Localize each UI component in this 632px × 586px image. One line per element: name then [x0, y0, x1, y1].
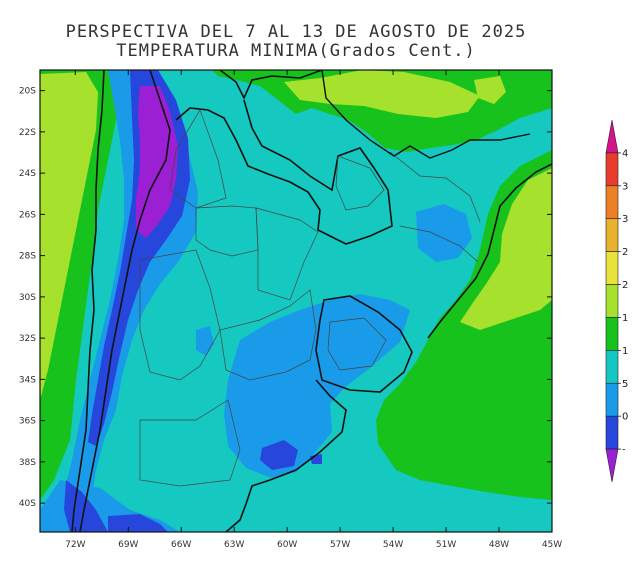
lon-tick-label: 60W [277, 540, 297, 550]
lat-tick-label: 28S [19, 252, 36, 262]
legend-swatch [605, 185, 619, 220]
political-boundaries [71, 70, 552, 532]
legend-label: 1 [622, 313, 628, 324]
lon-tick-label: 66W [171, 540, 191, 550]
legend-label: 2 [622, 247, 628, 258]
legend-swatch [605, 152, 619, 187]
legend-swatch [605, 382, 619, 417]
map-title-line1: PERSPECTIVA DEL 7 AL 13 DE AGOSTO DE 202… [65, 22, 527, 42]
lat-tick-label: 38S [19, 458, 36, 468]
legend-label: 3 [622, 214, 628, 225]
legend-label: 2 [622, 280, 628, 291]
lat-tick-label: 32S [19, 334, 36, 344]
legend-label: - [622, 445, 626, 456]
latitude-axis: 20S 22S 24S 26S 28S 30S 32S 34S 36S 38S 40S [19, 87, 552, 509]
lon-tick-label: 57W [330, 540, 350, 550]
legend-label: 1 [622, 346, 628, 357]
lat-tick-label: 36S [19, 417, 36, 427]
legend-swatch [605, 415, 619, 450]
map-title-line2: TEMPERATURA MINIMA(Grados Cent.) [116, 41, 476, 61]
lat-tick-label: 20S [19, 87, 36, 97]
legend-swatch-bottom-arrow [605, 448, 619, 483]
legend-swatch [605, 218, 619, 252]
color-legend: 4 3 3 2 2 1 1 5 0 - [605, 119, 628, 483]
zone-15-20 [40, 70, 552, 400]
lat-tick-label: 24S [19, 169, 36, 179]
lon-tick-label: 51W [436, 540, 456, 550]
legend-swatch [605, 284, 619, 318]
lat-tick-label: 22S [19, 128, 36, 138]
lon-tick-label: 63W [224, 540, 244, 550]
legend-swatch-top-arrow [605, 119, 619, 154]
legend-label: 0 [622, 412, 628, 423]
longitude-axis: 72W 69W 66W 63W 60W 57W 54W 51W 48W 45W [65, 70, 562, 550]
legend-label: 4 [622, 148, 628, 159]
legend-swatch [605, 251, 619, 285]
lon-tick-label: 69W [118, 540, 138, 550]
legend-label: 3 [622, 181, 628, 192]
lat-tick-label: 30S [19, 293, 36, 303]
lat-tick-label: 26S [19, 210, 36, 220]
lon-tick-label: 72W [65, 540, 85, 550]
lon-tick-label: 54W [383, 540, 403, 550]
map-frame [39, 69, 553, 533]
temperature-field [40, 70, 552, 532]
lat-tick-label: 40S [19, 499, 36, 509]
lon-tick-label: 45W [542, 540, 562, 550]
legend-label: 5 [622, 379, 628, 390]
legend-swatch [605, 317, 619, 351]
lon-tick-label: 48W [489, 540, 509, 550]
lat-tick-label: 34S [19, 375, 36, 385]
legend-swatch [605, 350, 619, 384]
